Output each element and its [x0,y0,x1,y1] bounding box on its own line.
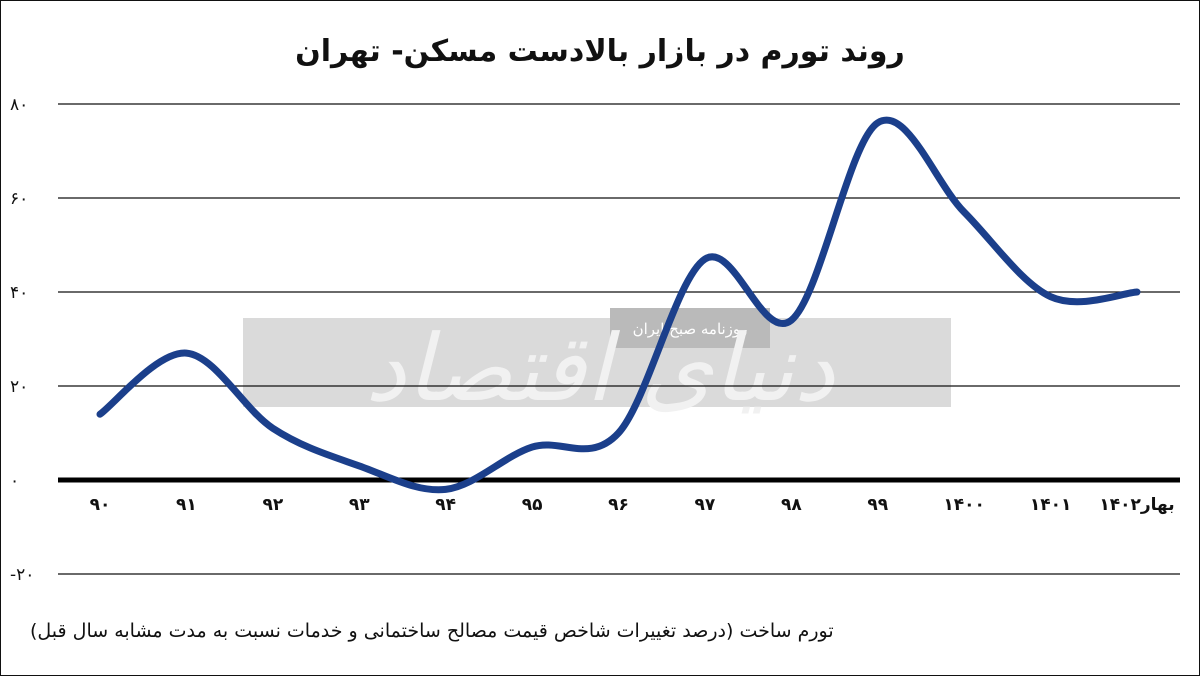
grid-lines [58,103,1180,575]
x-tick-label: ۹۷ [695,495,716,515]
x-tick-label: ۹۰ [90,495,111,515]
y-tick-label: -۲۰ [10,565,34,585]
x-tick-label: ۹۳ [349,495,370,515]
series-line [96,116,1141,494]
x-tick-label: ۱۴۰۰ [943,495,985,515]
y-tick-label: ۰ [10,471,19,491]
x-tick-label: ۹۱ [176,495,197,515]
x-tick-label: ۹۴ [435,495,456,515]
series-layer [96,116,1141,494]
watermark-band [243,318,951,407]
chart-title: روند تورم در بازار بالادست مسکن- تهران [295,34,905,69]
y-tick-label: ۲۰ [10,377,28,397]
watermark-brand: دنیای اقتصاد [365,315,836,422]
watermark: روزنامه صبح ایران دنیای اقتصاد [243,308,951,422]
x-tick-label: ۹۲ [262,495,283,515]
x-tick-label: ۹۹ [867,495,888,515]
y-tick-label: ۴۰ [10,283,28,303]
x-tick-label: ۹۸ [781,495,802,515]
y-axis: ۸۰ ۶۰ ۴۰ ۲۰ ۰ -۲۰ [10,95,34,585]
y-tick-label: ۸۰ [10,95,28,115]
x-tick-label: ۹۵ [522,495,543,515]
x-tick-label: بهار۱۴۰۲ [1099,495,1174,515]
chart-caption: تورم ساخت (درصد تغییرات شاخص قیمت مصالح … [30,620,834,642]
x-tick-label: ۱۴۰۱ [1030,495,1072,515]
x-axis: ۹۰ ۹۱ ۹۲ ۹۳ ۹۴ ۹۵ ۹۶ ۹۷ ۹۸ ۹۹ ۱۴۰۰ ۱۴۰۱ بهار۱۴۰۲ [90,495,1175,515]
y-tick-label: ۶۰ [10,189,28,209]
watermark-tagline-box [610,308,770,348]
x-tick-label: ۹۶ [608,495,629,515]
